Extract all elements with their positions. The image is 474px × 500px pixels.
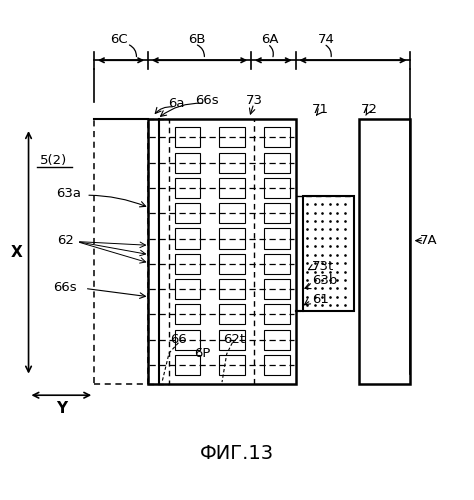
- Bar: [264, 330, 290, 350]
- Bar: [175, 279, 201, 299]
- Text: Y: Y: [56, 401, 67, 416]
- Bar: [264, 203, 290, 224]
- Text: X: X: [11, 245, 23, 260]
- Bar: [219, 355, 245, 375]
- Bar: [264, 279, 290, 299]
- Bar: [264, 128, 290, 148]
- Bar: [219, 152, 245, 172]
- Text: ФИГ.13: ФИГ.13: [200, 444, 274, 464]
- Bar: [94, 119, 148, 384]
- Text: 66s: 66s: [195, 94, 219, 106]
- Bar: [175, 128, 201, 148]
- Bar: [175, 152, 201, 172]
- Bar: [219, 304, 245, 324]
- Bar: [148, 119, 169, 384]
- Bar: [264, 178, 290, 198]
- Bar: [175, 178, 201, 198]
- Bar: [175, 304, 201, 324]
- Text: 6B: 6B: [189, 32, 206, 46]
- Bar: [264, 152, 290, 172]
- Text: 5(2): 5(2): [40, 154, 67, 168]
- Bar: [219, 254, 245, 274]
- Bar: [219, 279, 245, 299]
- Text: 7A: 7A: [420, 234, 438, 247]
- Bar: [175, 254, 201, 274]
- Bar: [264, 355, 290, 375]
- Text: 73t: 73t: [312, 260, 334, 273]
- Bar: [219, 330, 245, 350]
- Text: 73: 73: [246, 94, 263, 106]
- Bar: [302, 196, 354, 311]
- Bar: [359, 119, 410, 384]
- Text: 6a: 6a: [168, 98, 184, 110]
- Text: 62t: 62t: [224, 332, 246, 345]
- Bar: [264, 304, 290, 324]
- Text: 71: 71: [312, 103, 329, 116]
- Bar: [175, 203, 201, 224]
- Bar: [219, 178, 245, 198]
- Text: 66s: 66s: [53, 281, 77, 294]
- Text: 74: 74: [318, 32, 335, 46]
- Bar: [219, 128, 245, 148]
- Text: 63b: 63b: [312, 274, 337, 287]
- Bar: [175, 355, 201, 375]
- Bar: [175, 228, 201, 248]
- Bar: [148, 119, 296, 384]
- Bar: [219, 228, 245, 248]
- Text: 63a: 63a: [56, 188, 81, 200]
- Text: 66: 66: [170, 332, 187, 345]
- Text: 6A: 6A: [261, 32, 279, 46]
- Bar: [264, 254, 290, 274]
- Text: 6P: 6P: [194, 348, 210, 360]
- Text: 62: 62: [57, 234, 73, 247]
- Text: 72: 72: [361, 103, 378, 116]
- Bar: [219, 203, 245, 224]
- Text: 61: 61: [312, 292, 329, 306]
- Bar: [175, 330, 201, 350]
- Text: 6C: 6C: [110, 32, 128, 46]
- Bar: [264, 228, 290, 248]
